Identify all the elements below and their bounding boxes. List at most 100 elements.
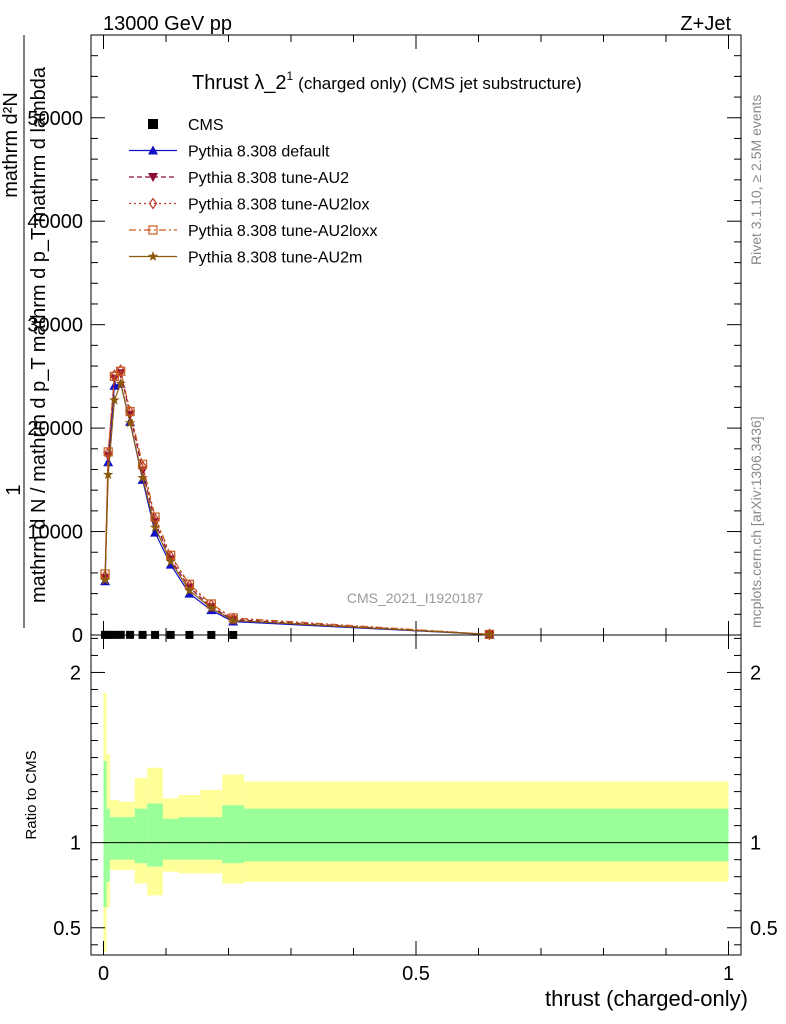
legend-marker-swatch: [148, 145, 158, 155]
series-pythia-8-308-tune-au2loxx: [100, 366, 495, 639]
legend-label: CMS: [188, 117, 224, 134]
analysis-watermark: CMS_2021_I1920187: [347, 590, 483, 606]
data-point: [125, 405, 135, 418]
data-point: [110, 630, 119, 639]
data-point: [109, 371, 120, 381]
y-label-line-2: mathrm d N / mathrm d p_T mathrm d p_T m…: [28, 66, 50, 603]
legend: CMS Pythia 8.308 default Pythia 8.308 tune…: [129, 117, 377, 267]
data-point: [109, 394, 120, 405]
data-point: [104, 630, 113, 639]
ratio-inner-band-bin: [106, 808, 110, 882]
header-energy: 13000 GeV pp: [103, 13, 232, 35]
data-point: [150, 527, 161, 537]
ratio-y-axis: 0.5 0.5 1 1 2 2: [53, 637, 778, 946]
data-point: [185, 630, 194, 639]
ratio-inner-band-bin: [222, 805, 245, 864]
data-point: [137, 459, 148, 469]
x-tick-label: 0.5: [402, 963, 430, 985]
legend-entry: Pythia 8.308 tune-AU2m: [129, 250, 362, 267]
ratio-inner-band-bin: [244, 808, 729, 862]
rivet-version-text: Rivet 3.1.10, ≥ 2.5M events: [748, 95, 764, 265]
y-label-line-1: 1: [3, 484, 25, 495]
ratio-inner-band-bin: [162, 818, 179, 860]
header-process: Z+Jet: [680, 13, 731, 35]
data-point: [138, 630, 147, 639]
main-y-tick-label: 0: [72, 625, 83, 647]
data-point: [116, 366, 126, 376]
legend-entry: Pythia 8.308 tune-AU2lox: [129, 197, 369, 214]
main-y-tick-label: 20000: [27, 418, 83, 440]
ratio-inner-band-bin: [200, 817, 223, 860]
data-point: [99, 574, 111, 585]
ratio-y-tick-label: 0.5: [53, 918, 81, 940]
x-axis: 0 0.5 1: [98, 35, 734, 985]
legend-marker-swatch: [147, 251, 159, 261]
main-y-tick-label: 40000: [27, 211, 83, 233]
legend-marker-swatch: [148, 173, 158, 182]
plot-title-sup: 1: [286, 69, 293, 83]
data-point: [207, 630, 216, 639]
x-tick-label: 1: [723, 963, 734, 985]
main-y-label: 1 mathrm d N / mathrm d p_T mathrm d p_T…: [0, 35, 50, 628]
legend-marker-swatch: [148, 197, 158, 210]
data-point: [124, 417, 136, 428]
legend-entry: Pythia 8.308 tune-AU2: [129, 170, 349, 187]
main-y-tick-label: 50000: [27, 108, 83, 130]
data-point: [115, 378, 126, 389]
ratio-uncertainty-bands: [103, 692, 729, 952]
legend-label: Pythia 8.308 tune-AU2lox: [188, 197, 369, 214]
legend-marker-swatch: [148, 119, 158, 129]
series-line: [104, 381, 490, 636]
legend-label: Pythia 8.308 tune-AU2loxx: [188, 223, 377, 240]
data-point: [166, 630, 175, 639]
y-label-line-3: mathrm d²N: [0, 92, 22, 198]
legend-entry: CMS: [148, 117, 224, 134]
data-point: [206, 602, 217, 613]
ratio-y-tick-label-right: 0.5: [750, 918, 778, 940]
ratio-inner-band-bin: [178, 817, 201, 860]
ratio-inner-band-bin: [109, 817, 120, 860]
ratio-inner-band-bin: [103, 760, 107, 908]
data-point: [485, 628, 494, 641]
main-y-tick-label: 10000: [27, 522, 83, 544]
data-point: [484, 629, 495, 639]
data-point: [103, 469, 114, 480]
legend-label: Pythia 8.308 default: [188, 144, 330, 161]
ratio-y-tick-label-right: 2: [750, 662, 761, 684]
legend-marker-swatch: [148, 225, 158, 235]
data-point: [151, 630, 160, 639]
data-point: [229, 630, 238, 639]
data-point: [126, 630, 135, 639]
data-point: [165, 556, 176, 566]
legend-entry: Pythia 8.308 tune-AU2loxx: [129, 223, 377, 240]
ratio-y-tick-label: 1: [70, 833, 81, 855]
ratio-y-tick-label-right: 1: [750, 833, 761, 855]
mcplots-credit-text: mcplots.cern.ch [arXiv:1306.3436]: [748, 416, 764, 628]
legend-label: Pythia 8.308 tune-AU2: [188, 170, 349, 187]
data-point: [149, 521, 161, 532]
x-axis-label: thrust (charged-only): [545, 986, 748, 1011]
data-point: [125, 406, 135, 417]
series-pythia-8-308-tune-au2m: [99, 378, 495, 639]
main-y-axis: 0 10000 20000 30000 40000 50000: [27, 55, 741, 647]
plot-title-main: Thrust λ_2: [192, 72, 286, 94]
ratio-y-tick-label: 2: [70, 662, 81, 684]
data-point: [116, 630, 125, 639]
ratio-inner-band-bin: [134, 808, 148, 864]
data-point: [228, 615, 239, 625]
data-point: [184, 585, 195, 595]
main-y-tick-label: 30000: [27, 315, 83, 337]
data-point: [137, 472, 148, 483]
ratio-y-label: Ratio to CMS: [23, 750, 40, 839]
legend-label: Pythia 8.308 tune-AU2m: [188, 250, 362, 267]
legend-entry: Pythia 8.308 default: [129, 144, 330, 161]
ratio-inner-band-bin: [119, 817, 135, 860]
data-point: [103, 447, 113, 457]
ratio-inner-band-bin: [147, 803, 163, 867]
data-point: [184, 588, 195, 598]
data-point: [150, 512, 160, 522]
x-tick-label: 0: [98, 963, 109, 985]
plot-title: Thrust λ_21 (charged only) (CMS jet subst…: [192, 69, 582, 94]
plot-title-rest: (charged only) (CMS jet substructure): [298, 74, 581, 93]
